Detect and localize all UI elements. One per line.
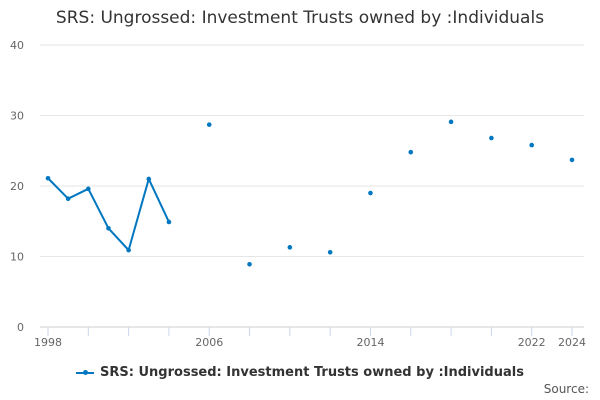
- x-tick-label: 1998: [34, 336, 62, 349]
- legend[interactable]: SRS: Ungrossed: Investment Trusts owned …: [0, 365, 600, 380]
- y-tick-label: 40: [10, 39, 24, 52]
- data-point: [368, 190, 373, 196]
- y-tick-label: 20: [10, 180, 24, 193]
- data-point: [287, 245, 293, 250]
- data-point: [247, 261, 252, 267]
- y-tick-label: 30: [10, 110, 24, 123]
- y-tick-label: 10: [10, 251, 24, 264]
- data-point: [45, 175, 51, 181]
- data-point: [408, 149, 414, 155]
- data-point: [146, 176, 152, 182]
- data-point: [86, 186, 91, 192]
- data-point: [489, 135, 494, 141]
- data-point: [106, 226, 111, 231]
- data-point: [569, 157, 575, 163]
- source-label: Source:: [543, 382, 589, 396]
- data-point: [126, 247, 131, 253]
- x-tick-label: 2014: [356, 336, 384, 349]
- legend-line-marker-icon: [76, 369, 95, 375]
- series-line: [47, 177, 170, 252]
- y-tick-label: 0: [17, 321, 24, 334]
- data-point: [65, 196, 71, 201]
- data-point: [206, 122, 212, 127]
- data-point: [166, 219, 172, 225]
- x-tick-label: 2006: [195, 336, 223, 349]
- x-tick-label: 2024: [558, 336, 586, 349]
- data-point: [448, 119, 454, 125]
- legend-label: SRS: Ungrossed: Investment Trusts owned …: [100, 365, 524, 380]
- data-point: [529, 142, 534, 148]
- data-point: [327, 249, 333, 255]
- x-tick-label: 2022: [518, 336, 546, 349]
- chart-title: SRS: Ungrossed: Investment Trusts owned …: [55, 8, 545, 28]
